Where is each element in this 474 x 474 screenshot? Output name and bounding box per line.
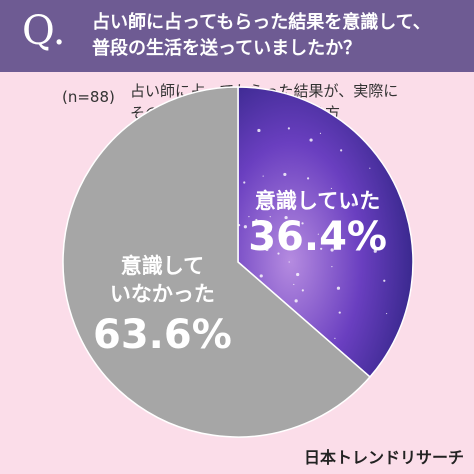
star (269, 216, 271, 218)
star (243, 225, 247, 229)
value-label: 63.6% (93, 311, 232, 358)
star (301, 222, 304, 225)
sample-size: (n=88) (62, 88, 115, 106)
star (331, 265, 333, 268)
pie-slice (237, 86, 414, 378)
star (287, 127, 290, 130)
star (317, 233, 319, 235)
star (340, 149, 343, 152)
star (309, 138, 313, 142)
slice-label: 意識していた (254, 189, 381, 214)
star (243, 181, 246, 184)
star (265, 247, 269, 251)
q-mark: Q. (22, 8, 66, 54)
star (296, 272, 300, 277)
star (288, 261, 290, 263)
star (338, 311, 341, 314)
header-band (0, 0, 474, 72)
star (283, 172, 287, 177)
brand-logo: 日本トレンドリサーチ (303, 448, 464, 467)
star (293, 283, 295, 286)
star (284, 215, 288, 220)
star (330, 248, 334, 252)
star (259, 274, 263, 278)
slice-label: 意識して いなかった (109, 253, 215, 306)
chart-title: 占い師に占ってもらった結果を意識して、 普段の生活を送っていましたか？ (92, 12, 431, 59)
star (262, 175, 264, 177)
star (320, 247, 323, 250)
star (301, 289, 304, 292)
star (306, 177, 310, 180)
star (373, 249, 377, 253)
pie-slice (62, 86, 372, 438)
star (255, 218, 258, 222)
star (319, 132, 322, 134)
star (294, 299, 298, 303)
star (336, 286, 341, 290)
star (383, 279, 386, 282)
value-label: 36.4% (248, 214, 387, 261)
star (248, 216, 250, 218)
star (334, 337, 336, 340)
star (351, 203, 355, 207)
star (277, 252, 280, 255)
star (341, 205, 344, 208)
star (257, 128, 261, 133)
star (360, 225, 362, 227)
star (330, 187, 333, 190)
star (386, 312, 388, 315)
star (369, 167, 371, 169)
